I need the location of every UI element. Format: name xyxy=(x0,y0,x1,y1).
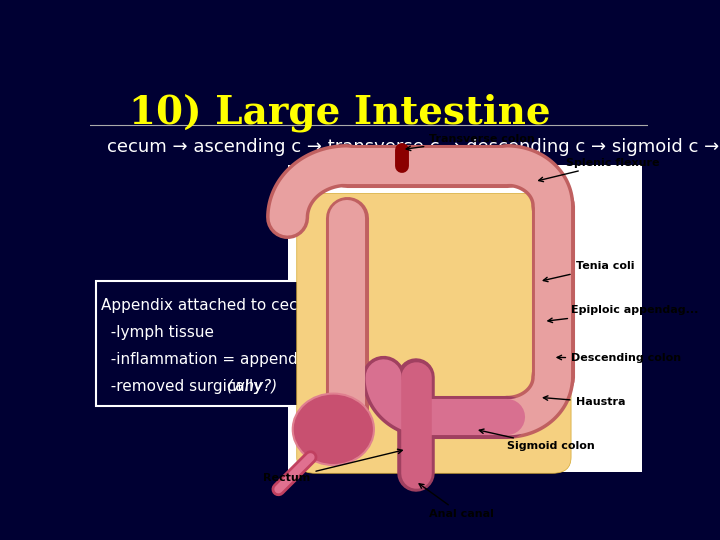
Text: Rectum: Rectum xyxy=(264,449,402,483)
Text: cecum → ascending c → transverse c → descending c → sigmoid c → rectum → anus: cecum → ascending c → transverse c → des… xyxy=(107,138,720,156)
Text: Anal canal: Anal canal xyxy=(419,484,494,519)
Text: Transverse colon: Transverse colon xyxy=(406,133,535,151)
Text: -inflammation = appendicitis: -inflammation = appendicitis xyxy=(101,352,333,367)
Text: Sigmoid colon: Sigmoid colon xyxy=(480,429,595,451)
Text: -removed surgically: -removed surgically xyxy=(101,379,267,394)
Text: 10) Large Intestine: 10) Large Intestine xyxy=(129,94,551,132)
FancyBboxPatch shape xyxy=(297,193,571,473)
Text: Descending colon: Descending colon xyxy=(557,353,681,363)
Circle shape xyxy=(294,395,372,463)
FancyBboxPatch shape xyxy=(288,165,642,472)
Text: (why?): (why?) xyxy=(227,379,278,394)
Text: Tenia coli: Tenia coli xyxy=(544,261,634,282)
Text: Appendix attached to cecum:: Appendix attached to cecum: xyxy=(101,298,328,313)
Text: -lymph tissue: -lymph tissue xyxy=(101,325,214,340)
Text: Epiploic appendag...: Epiploic appendag... xyxy=(548,306,698,322)
Text: Haustra: Haustra xyxy=(544,396,625,407)
FancyBboxPatch shape xyxy=(96,281,300,406)
Text: Splenic flexure: Splenic flexure xyxy=(539,158,660,181)
